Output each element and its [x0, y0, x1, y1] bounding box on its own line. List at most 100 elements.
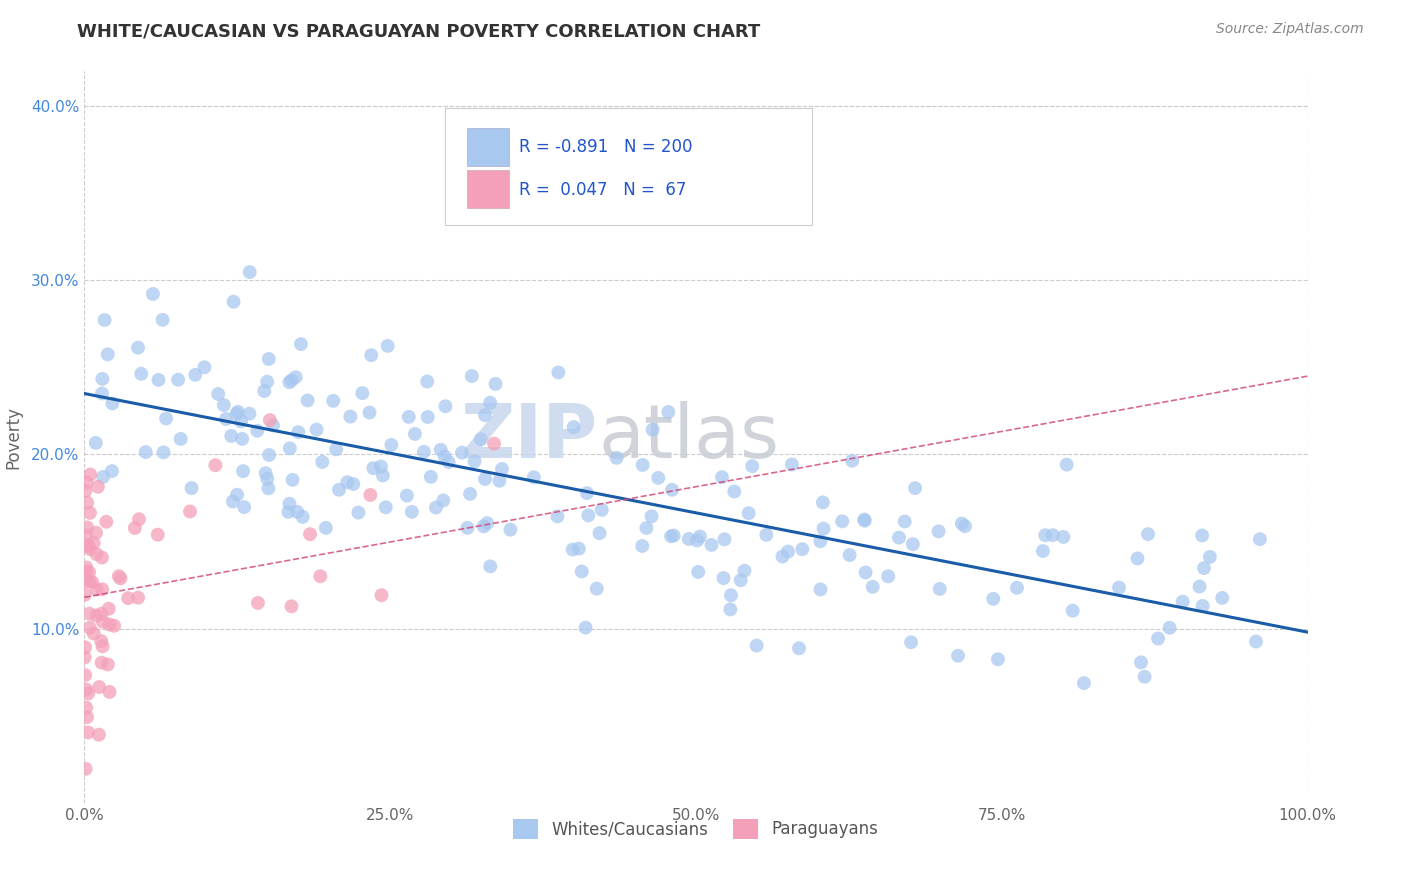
Point — [1249, 532, 1271, 546]
Point — [904, 481, 927, 495]
Point — [297, 393, 319, 408]
Point — [108, 569, 131, 583]
Point — [631, 539, 654, 553]
Point — [359, 488, 381, 502]
Point — [75, 484, 97, 499]
Point — [1130, 656, 1153, 670]
Point — [257, 351, 280, 366]
Point — [207, 387, 229, 401]
Point — [710, 470, 733, 484]
Point — [232, 464, 254, 478]
Point — [813, 522, 835, 536]
Point — [352, 386, 374, 401]
Point — [257, 481, 280, 495]
Point — [950, 516, 973, 531]
Point — [77, 538, 100, 552]
Point — [86, 547, 108, 561]
Point — [299, 527, 322, 541]
Text: WHITE/CAUCASIAN VS PARAGUAYAN POVERTY CORRELATION CHART: WHITE/CAUCASIAN VS PARAGUAYAN POVERTY CO… — [77, 22, 761, 40]
Point — [678, 532, 700, 546]
Point — [77, 539, 100, 553]
Point — [404, 426, 426, 441]
Point — [79, 607, 101, 621]
Point — [425, 500, 447, 515]
Point — [371, 468, 394, 483]
Point — [662, 528, 685, 542]
FancyBboxPatch shape — [467, 128, 509, 167]
Point — [281, 473, 304, 487]
Point — [946, 648, 969, 663]
Point — [810, 582, 832, 597]
Point — [1244, 634, 1267, 648]
Point — [755, 528, 778, 542]
Point — [398, 409, 420, 424]
Point — [370, 588, 392, 602]
Point — [73, 650, 96, 665]
Point — [336, 475, 359, 490]
Point — [733, 564, 755, 578]
Point — [315, 521, 337, 535]
Point — [1199, 549, 1222, 564]
Point — [1133, 670, 1156, 684]
Point — [370, 459, 392, 474]
Point — [456, 521, 478, 535]
Point — [82, 575, 104, 590]
Point — [1042, 528, 1064, 542]
Point — [374, 500, 396, 515]
Point — [953, 519, 976, 533]
Point — [193, 360, 215, 375]
Point — [547, 366, 569, 380]
Point — [73, 588, 96, 602]
Point — [437, 455, 460, 469]
Point — [591, 503, 613, 517]
Point — [90, 607, 112, 621]
Point — [1147, 632, 1170, 646]
Point — [91, 550, 114, 565]
Point — [146, 527, 169, 541]
Point — [84, 525, 107, 540]
Point — [659, 529, 682, 543]
Point — [433, 450, 456, 464]
Point — [83, 536, 105, 550]
Point — [401, 505, 423, 519]
Point — [491, 462, 513, 476]
Point — [285, 505, 308, 519]
Point — [855, 566, 877, 580]
Point — [1052, 530, 1074, 544]
Point — [79, 542, 101, 557]
Point — [204, 458, 226, 473]
Point — [259, 413, 281, 427]
Point — [76, 520, 98, 534]
Point — [127, 341, 149, 355]
Point — [464, 454, 486, 468]
Point — [278, 375, 301, 389]
Point — [91, 582, 114, 597]
Point — [720, 588, 742, 602]
Point — [184, 368, 207, 382]
Point — [723, 484, 745, 499]
Point — [98, 685, 121, 699]
Point — [91, 372, 114, 386]
Point — [117, 591, 139, 606]
Point — [101, 396, 124, 410]
Point — [87, 480, 110, 494]
Point — [772, 549, 794, 564]
Point — [928, 582, 950, 596]
Point — [1033, 528, 1056, 542]
Point — [900, 635, 922, 649]
Point — [278, 497, 301, 511]
Point — [75, 668, 97, 682]
Point — [75, 700, 97, 714]
Point — [1191, 528, 1213, 542]
Text: R = -0.891   N = 200: R = -0.891 N = 200 — [519, 138, 692, 156]
Point — [808, 534, 831, 549]
Point — [474, 472, 496, 486]
Text: atlas: atlas — [598, 401, 779, 474]
Point — [853, 513, 876, 527]
Point — [1073, 676, 1095, 690]
Point — [640, 509, 662, 524]
Point — [377, 339, 399, 353]
Point — [792, 542, 814, 557]
Point — [412, 444, 434, 458]
Point — [523, 470, 546, 484]
